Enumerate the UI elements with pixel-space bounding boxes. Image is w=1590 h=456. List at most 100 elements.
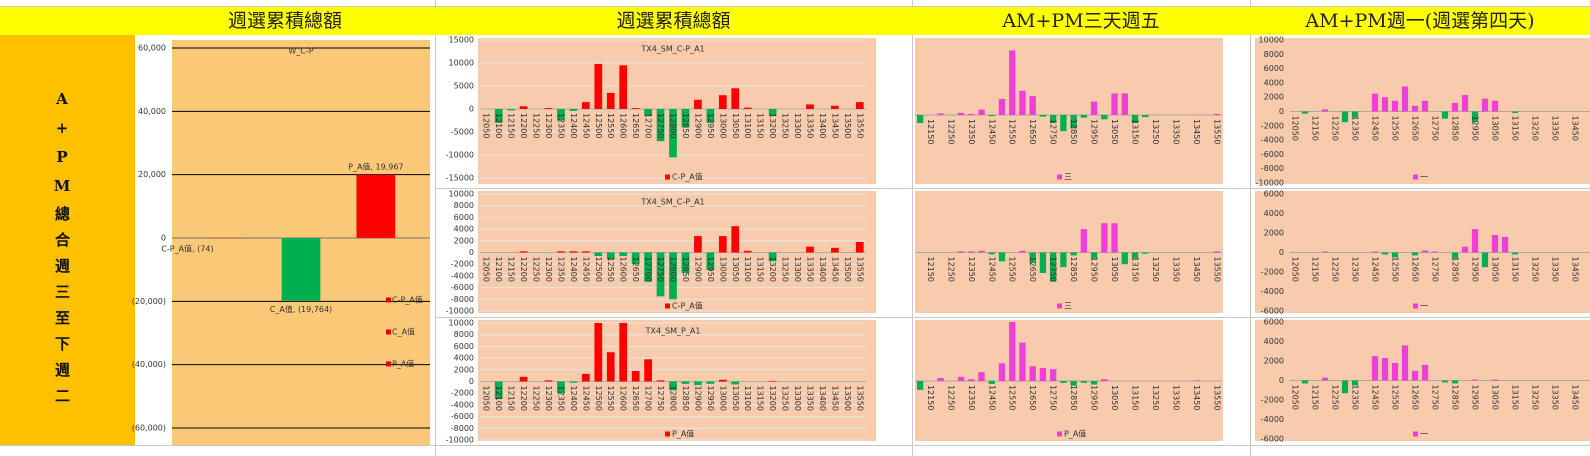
data-label: C-P_A值, (74) bbox=[161, 244, 213, 254]
x-tick-label: 13200 bbox=[768, 386, 777, 411]
x-tick-label: 12750 bbox=[1431, 116, 1440, 141]
y-tick-label: 10000 bbox=[449, 190, 474, 199]
bar bbox=[1351, 380, 1359, 386]
bar bbox=[519, 376, 528, 382]
y-tick-label: 4000 bbox=[1264, 337, 1284, 346]
y-tick-label: (20,000) bbox=[132, 297, 166, 306]
bar bbox=[519, 251, 528, 253]
x-tick-label: 12800 bbox=[669, 386, 678, 411]
legend-label: 一 bbox=[1420, 430, 1428, 439]
legend-swatch bbox=[1413, 174, 1418, 180]
y-tick-label: -10000 bbox=[1256, 179, 1284, 188]
bar bbox=[1391, 100, 1399, 112]
bar bbox=[631, 370, 640, 382]
bar bbox=[656, 252, 665, 297]
legend-swatch bbox=[665, 303, 670, 309]
x-tick-label: 12050 bbox=[1291, 116, 1300, 141]
x-tick-label: 12150 bbox=[507, 257, 516, 282]
y-tick-label: -6000 bbox=[1261, 307, 1284, 316]
y-tick-label: -4000 bbox=[1261, 136, 1284, 145]
x-tick-label: 13050 bbox=[1110, 257, 1119, 282]
bar bbox=[619, 252, 628, 257]
x-tick-label: 12300 bbox=[544, 386, 553, 411]
y-tick-label: 6000 bbox=[454, 342, 474, 351]
bar bbox=[1029, 366, 1036, 381]
bar bbox=[831, 247, 839, 253]
x-tick-label: 12350 bbox=[967, 119, 976, 144]
bar bbox=[1321, 251, 1329, 253]
x-tick-label: 13050 bbox=[731, 386, 740, 411]
y-tick-label: 60,000 bbox=[138, 44, 166, 53]
x-tick-label: 13150 bbox=[756, 113, 765, 138]
y-tick-label: 40,000 bbox=[138, 107, 166, 116]
y-tick-label: 15000 bbox=[449, 36, 474, 45]
legend-label: 三 bbox=[1064, 173, 1072, 182]
bar bbox=[1090, 101, 1098, 115]
x-tick-label: 12650 bbox=[1411, 257, 1420, 282]
x-tick-label: 12900 bbox=[693, 257, 702, 282]
bar bbox=[1381, 252, 1389, 255]
bar bbox=[957, 112, 965, 115]
legend-label: C-P_A值 bbox=[672, 172, 703, 182]
x-tick-label: 12050 bbox=[482, 257, 491, 282]
x-tick-label: 12950 bbox=[706, 113, 715, 138]
x-tick-label: 12100 bbox=[494, 257, 503, 282]
x-tick-label: 13250 bbox=[781, 113, 790, 138]
chart-title: W_C-P bbox=[288, 47, 313, 56]
bar bbox=[557, 251, 565, 253]
bar bbox=[1401, 345, 1409, 381]
y-tick-label: -2000 bbox=[1261, 121, 1284, 130]
x-tick-label: 13150 bbox=[1511, 385, 1520, 410]
bar bbox=[706, 109, 715, 123]
x-tick-label: 13350 bbox=[805, 113, 814, 138]
x-tick-label: 12250 bbox=[532, 257, 541, 282]
bar bbox=[1080, 381, 1088, 383]
y-tick-label: -8000 bbox=[1261, 164, 1284, 173]
x-tick-label: 13250 bbox=[781, 386, 790, 411]
bar bbox=[957, 376, 965, 381]
x-tick-label: 12850 bbox=[1069, 257, 1078, 282]
x-tick-label: 12950 bbox=[1471, 116, 1480, 141]
y-tick-label: -2000 bbox=[1261, 268, 1284, 277]
x-tick-label: 12550 bbox=[1008, 257, 1017, 282]
bar bbox=[1481, 98, 1489, 112]
chart-title: TX4_SM_C-P_A1 bbox=[640, 198, 704, 207]
bar bbox=[1039, 252, 1047, 273]
y-tick-label: -10000 bbox=[446, 151, 474, 160]
bar bbox=[1039, 115, 1047, 117]
x-tick-label: 12750 bbox=[1049, 385, 1058, 410]
bar bbox=[998, 98, 1006, 115]
x-tick-label: 12450 bbox=[1371, 385, 1380, 410]
x-tick-label: 13150 bbox=[1131, 257, 1140, 282]
x-tick-label: 12150 bbox=[507, 113, 516, 138]
bar bbox=[281, 238, 321, 301]
x-tick-label: 12050 bbox=[482, 386, 491, 411]
bar bbox=[1401, 86, 1409, 112]
bar bbox=[978, 109, 985, 115]
x-tick-label: 13150 bbox=[1131, 385, 1140, 410]
x-tick-label: 12200 bbox=[519, 257, 528, 282]
x-tick-label: 13350 bbox=[1171, 119, 1180, 144]
side-label: A+PM總合週三至下週二 bbox=[53, 90, 71, 414]
bar bbox=[1101, 223, 1108, 253]
side-cell: A+PM總合週三至下週二 bbox=[0, 35, 135, 445]
x-tick-label: 13250 bbox=[1151, 385, 1160, 410]
x-tick-label: 13400 bbox=[818, 386, 827, 411]
x-tick-label: 12300 bbox=[544, 257, 553, 282]
bar bbox=[581, 102, 590, 109]
bar bbox=[718, 95, 727, 109]
bar bbox=[1049, 369, 1057, 381]
legend-label: C_A值 bbox=[392, 327, 415, 337]
legend-swatch bbox=[1057, 174, 1062, 180]
bar bbox=[768, 380, 777, 382]
bar bbox=[594, 63, 603, 109]
y-tick-label: 4000 bbox=[1264, 78, 1284, 87]
x-tick-label: 12250 bbox=[946, 385, 955, 410]
x-tick-label: 12250 bbox=[532, 386, 541, 411]
x-tick-label: 12950 bbox=[706, 386, 715, 411]
y-tick-label: -6000 bbox=[1261, 150, 1284, 159]
bar bbox=[644, 109, 652, 116]
bar bbox=[1060, 115, 1067, 132]
x-tick-label: 12250 bbox=[946, 119, 955, 144]
legend-label: P_A值 bbox=[672, 429, 694, 439]
